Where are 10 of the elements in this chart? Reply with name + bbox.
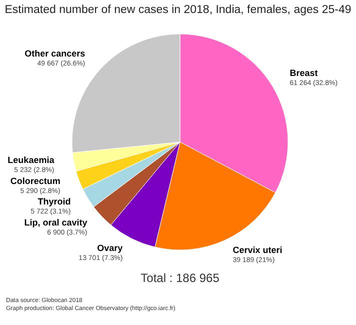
slice-label: Breast	[290, 68, 318, 78]
text: Total : 186 965	[140, 271, 220, 285]
slice-label: Ovary	[97, 242, 123, 253]
slice-label: Cervix uteri	[232, 245, 282, 256]
slice-label: Other cancers	[24, 48, 86, 59]
slice-label: Colorectum	[10, 176, 60, 186]
chart-title: Estimated number of new cases in 2018, India, females, ages 25-49	[4, 4, 352, 16]
slice-label: Leukaemia	[8, 154, 56, 165]
slice-label: Thyroid	[38, 196, 71, 207]
slice-label: Lip, oral cavity	[24, 217, 88, 228]
